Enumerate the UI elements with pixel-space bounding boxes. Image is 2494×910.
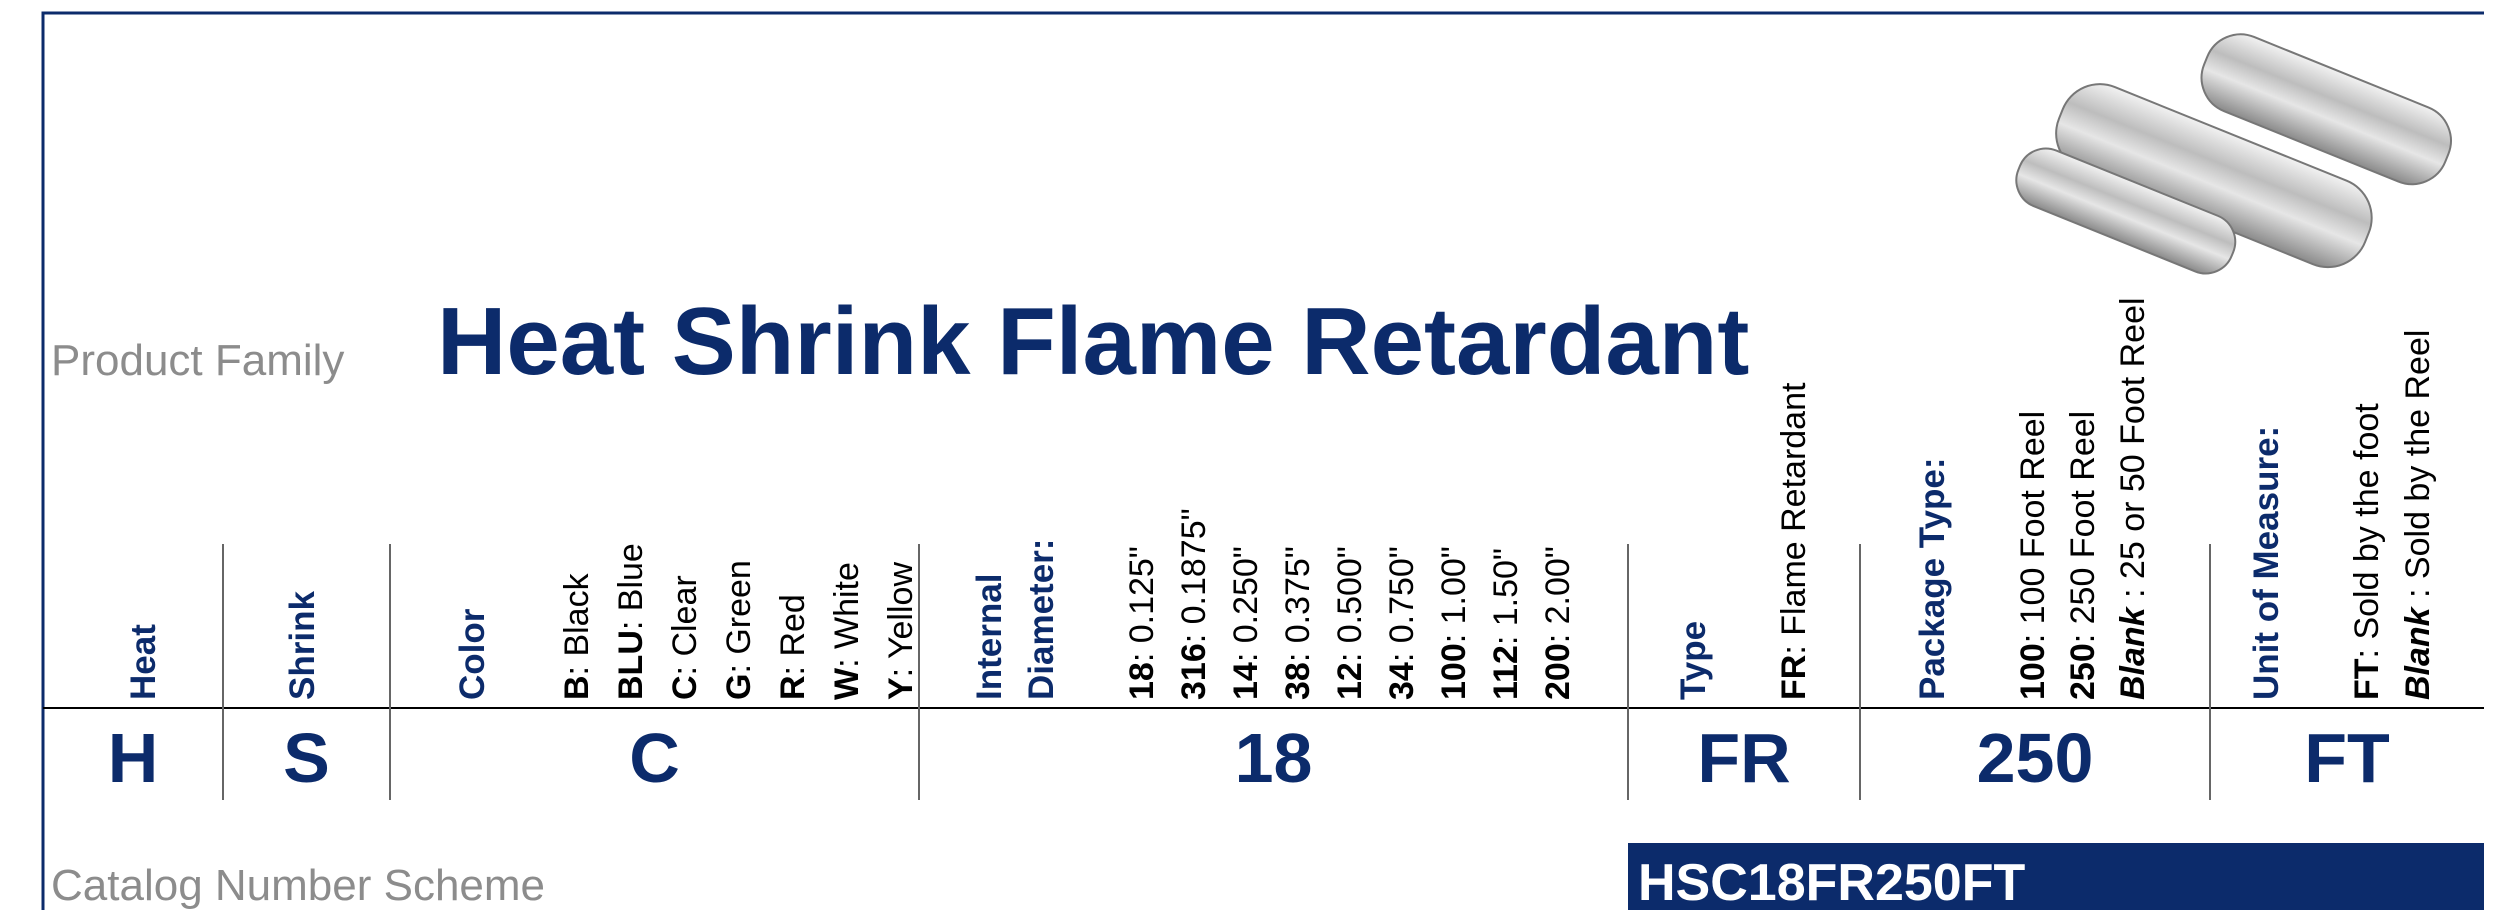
code-letter: FR bbox=[1697, 719, 1790, 797]
option: C: Clear bbox=[666, 575, 704, 700]
example-number: HSC18FR250FT bbox=[1638, 854, 2025, 910]
option-code: 250 bbox=[2064, 643, 2102, 700]
option: 12: 0.500" bbox=[1331, 546, 1369, 700]
option-text: : 250 Foot Reel bbox=[2064, 411, 2102, 643]
option: FT: Sold by the foot bbox=[2348, 403, 2386, 700]
column-heading: Color bbox=[453, 608, 492, 700]
column-heading: Diameter: bbox=[1022, 539, 1061, 700]
option: 200: 2.00" bbox=[1539, 546, 1577, 700]
option-text: : 0.500" bbox=[1331, 546, 1369, 662]
option: BLU: Blue bbox=[612, 543, 650, 700]
catalog-sheet: Product Family Heat Shrink Flame Retarda… bbox=[0, 0, 2494, 910]
option-code: 100 bbox=[1435, 643, 1473, 700]
option: 14: 0.250" bbox=[1227, 546, 1265, 700]
option-code: 38 bbox=[1279, 662, 1317, 700]
option-code: 18 bbox=[1123, 662, 1161, 700]
option-code: R bbox=[774, 675, 812, 700]
option: 34: 0.750" bbox=[1383, 546, 1421, 700]
column-heading: Internal bbox=[970, 574, 1009, 700]
product-family-label: Product Family bbox=[51, 336, 344, 385]
option-code: 112 bbox=[1487, 645, 1525, 700]
option-code: 12 bbox=[1331, 662, 1369, 700]
option-code: 200 bbox=[1539, 643, 1577, 700]
code-letter: FT bbox=[2304, 719, 2390, 797]
option-code: FR bbox=[1775, 655, 1813, 700]
code-letter: H bbox=[108, 719, 159, 797]
option: 316: 0.1875" bbox=[1175, 508, 1213, 700]
option-text: : 1.00" bbox=[1435, 546, 1473, 643]
option: FR: Flame Retardant bbox=[1775, 382, 1813, 700]
option-code: 34 bbox=[1383, 662, 1421, 700]
option-text: : 0.125" bbox=[1123, 546, 1161, 662]
option-text: : Blue bbox=[612, 543, 650, 630]
option: 38: 0.375" bbox=[1279, 546, 1317, 700]
option-code: 100 bbox=[2014, 643, 2052, 700]
option-text: : Flame Retardant bbox=[1775, 382, 1813, 655]
option: Blank : Sold by the Reel bbox=[2399, 330, 2437, 700]
option-text: : 25 or 50 Foot Reel bbox=[2114, 297, 2152, 607]
column-heading: Package Type: bbox=[1913, 457, 1952, 700]
option-text: : White bbox=[828, 562, 866, 668]
code-letter: S bbox=[283, 719, 330, 797]
option-text: : Yellow bbox=[882, 562, 920, 678]
option-code: G bbox=[720, 674, 758, 700]
product-photo bbox=[2008, 23, 2462, 281]
option-code: 14 bbox=[1227, 662, 1265, 700]
code-letter: 250 bbox=[1977, 719, 2094, 797]
column-heading: Shrink bbox=[283, 591, 322, 700]
option: 18: 0.125" bbox=[1123, 546, 1161, 700]
code-letter: C bbox=[629, 719, 680, 797]
option: G: Green bbox=[720, 560, 758, 700]
option-text: : Black bbox=[558, 572, 596, 675]
option: W: White bbox=[828, 562, 866, 700]
option-text: : Sold by the Reel bbox=[2399, 330, 2437, 608]
option: Y: Yellow bbox=[882, 562, 920, 700]
column-heading: Type bbox=[1674, 621, 1713, 700]
option-code: Blank bbox=[2114, 605, 2152, 700]
option: B: Black bbox=[558, 572, 596, 700]
title: Heat Shrink Flame Retardant bbox=[437, 288, 1749, 395]
option-code: C bbox=[666, 675, 704, 700]
option-code: BLU bbox=[612, 630, 650, 700]
column-heading: Unit of Measure: bbox=[2247, 426, 2286, 700]
option-code: 316 bbox=[1175, 643, 1213, 700]
option-text: : 100 Foot Reel bbox=[2014, 411, 2052, 643]
option-text: : 0.250" bbox=[1227, 546, 1265, 662]
option-text: : Sold by the foot bbox=[2348, 403, 2386, 659]
option-text: : 0.750" bbox=[1383, 546, 1421, 662]
option-text: : 2.00" bbox=[1539, 546, 1577, 643]
option-code: Blank bbox=[2399, 605, 2437, 700]
code-letter: 18 bbox=[1235, 719, 1313, 797]
option: 100: 1.00" bbox=[1435, 546, 1473, 700]
option: 112: 1.50" bbox=[1487, 548, 1525, 700]
column-heading: Heat bbox=[124, 624, 163, 700]
option-code: W bbox=[828, 667, 866, 700]
option-text: : Clear bbox=[666, 575, 704, 675]
option: 100: 100 Foot Reel bbox=[2014, 411, 2052, 700]
option-code: Y bbox=[882, 677, 920, 700]
option-code: FT bbox=[2348, 658, 2386, 700]
option: R: Red bbox=[774, 594, 812, 700]
option-text: : 0.1875" bbox=[1175, 508, 1213, 643]
option: 250: 250 Foot Reel bbox=[2064, 411, 2102, 700]
option-text: : 0.375" bbox=[1279, 546, 1317, 662]
option: Blank : 25 or 50 Foot Reel bbox=[2114, 297, 2152, 700]
catalog-label: Catalog Number Scheme bbox=[51, 861, 545, 910]
option-text: : Green bbox=[720, 560, 758, 673]
option-text: : 1.50" bbox=[1487, 548, 1525, 645]
option-code: B bbox=[558, 675, 596, 700]
option-text: : Red bbox=[774, 594, 812, 675]
